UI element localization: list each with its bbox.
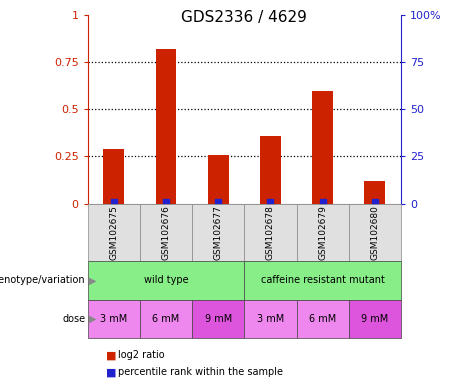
Text: 9 mM: 9 mM	[205, 314, 232, 324]
Text: GSM102680: GSM102680	[371, 205, 379, 260]
Point	[162, 199, 170, 205]
Text: wild type: wild type	[144, 275, 188, 285]
Bar	[365, 181, 385, 204]
Text: ■: ■	[106, 350, 117, 360]
Text: 6 mM: 6 mM	[309, 314, 337, 324]
Text: GSM102677: GSM102677	[214, 205, 223, 260]
Point	[214, 199, 222, 205]
Text: GSM102679: GSM102679	[318, 205, 327, 260]
Bar	[208, 155, 229, 204]
Text: GSM102676: GSM102676	[161, 205, 171, 260]
Text: caffeine resistant mutant: caffeine resistant mutant	[261, 275, 384, 285]
Text: ■: ■	[106, 367, 117, 377]
Text: ▶: ▶	[89, 314, 96, 324]
Point	[319, 199, 326, 205]
Text: ▶: ▶	[89, 275, 96, 285]
Text: 6 mM: 6 mM	[152, 314, 180, 324]
Text: genotype/variation: genotype/variation	[0, 275, 85, 285]
Point	[267, 199, 274, 205]
Text: GSM102678: GSM102678	[266, 205, 275, 260]
Text: 3 mM: 3 mM	[257, 314, 284, 324]
Point	[371, 199, 378, 205]
Text: log2 ratio: log2 ratio	[118, 350, 164, 360]
Bar	[155, 49, 177, 204]
Bar	[260, 136, 281, 204]
Text: GDS2336 / 4629: GDS2336 / 4629	[181, 10, 307, 25]
Text: GSM102675: GSM102675	[109, 205, 118, 260]
Bar	[103, 149, 124, 204]
Text: percentile rank within the sample: percentile rank within the sample	[118, 367, 283, 377]
Point	[110, 199, 118, 205]
Bar	[312, 91, 333, 204]
Text: 9 mM: 9 mM	[361, 314, 389, 324]
Text: dose: dose	[62, 314, 85, 324]
Text: 3 mM: 3 mM	[100, 314, 127, 324]
